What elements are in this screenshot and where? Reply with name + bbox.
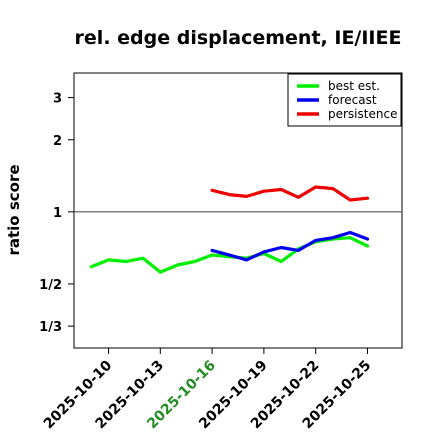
series-line-forecast	[210, 230, 370, 262]
y-tick-label: 2	[53, 134, 62, 149]
legend-label-forecast: forecast	[328, 93, 377, 107]
chart-title: rel. edge displacement, IE/IIEE	[75, 27, 402, 49]
y-tick-label: 3	[53, 92, 62, 107]
series-line-persistence	[210, 185, 370, 202]
legend-label-best-est: best est.	[328, 79, 380, 93]
y-tick-label: 1/2	[39, 278, 62, 293]
y-tick-label: 1	[53, 206, 62, 221]
y-axis-label: ratio score	[5, 164, 23, 255]
y-axis: 3 2 1 1/2 1/3	[39, 92, 74, 335]
legend-label-persistence: persistence	[328, 107, 397, 121]
y-tick-label: 1/3	[39, 320, 62, 335]
x-axis: 2025-10-102025-10-132025-10-162025-10-19…	[41, 348, 374, 432]
series-layer	[89, 185, 370, 274]
plot-frame	[73, 72, 403, 349]
